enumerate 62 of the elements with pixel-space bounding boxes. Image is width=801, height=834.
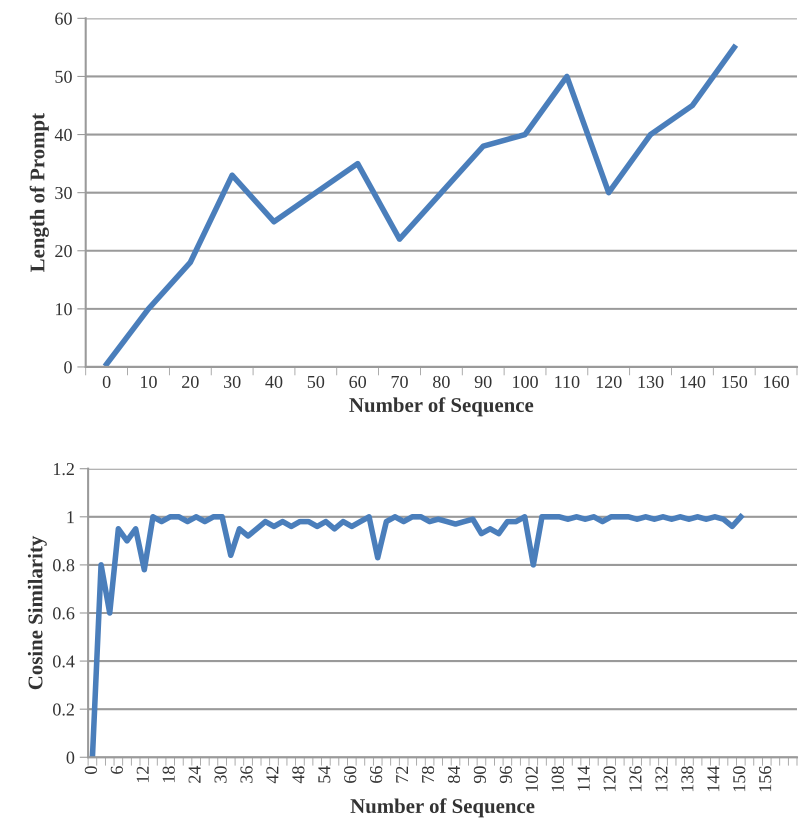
x-tick-label: 114 bbox=[578, 766, 590, 790]
y-tick-label: 0 bbox=[66, 752, 74, 764]
x-tick-label: 130 bbox=[638, 376, 664, 388]
y-axis-title: Length of Prompt bbox=[30, 113, 49, 272]
x-tick-label: 60 bbox=[349, 376, 366, 388]
y-tick-label: 1.2 bbox=[54, 463, 74, 476]
y-tick-label: 0.8 bbox=[53, 559, 74, 572]
y-tick-label: 40 bbox=[54, 128, 72, 141]
x-axis-title: Number of Sequence bbox=[349, 397, 534, 416]
x-tick-label: 144 bbox=[707, 766, 720, 792]
x-tick-label: 80 bbox=[433, 376, 450, 388]
x-tick-label: 132 bbox=[655, 766, 668, 792]
x-tick-label: 40 bbox=[265, 376, 282, 388]
y-tick-label: 20 bbox=[55, 245, 72, 258]
x-tick-label: 24 bbox=[188, 766, 201, 783]
y-tick-label: 0.2 bbox=[53, 703, 74, 716]
x-tick-label: 20 bbox=[182, 376, 199, 388]
x-tick-label: 60 bbox=[344, 766, 356, 783]
x-tick-label: 48 bbox=[292, 766, 304, 784]
y-tick-label: 1 bbox=[67, 511, 74, 524]
x-tick-label: 50 bbox=[308, 376, 324, 388]
y-tick-label: 0.6 bbox=[53, 607, 74, 620]
x-tick-label: 36 bbox=[240, 766, 253, 783]
x-tick-label: 54 bbox=[318, 766, 330, 783]
x-tick-label: 42 bbox=[266, 766, 278, 784]
x-tick-label: 90 bbox=[474, 766, 486, 784]
x-tick-label: 110 bbox=[555, 376, 580, 388]
x-tick-label: 90 bbox=[474, 376, 492, 388]
x-tick-label: 102 bbox=[526, 766, 538, 792]
x-tick-label: 120 bbox=[603, 766, 616, 792]
x-tick-label: 126 bbox=[629, 766, 642, 792]
x-tick-label: 6 bbox=[110, 766, 123, 774]
x-tick-label: 30 bbox=[224, 376, 240, 388]
x-tick-label: 0 bbox=[84, 766, 97, 774]
x-tick-label: 70 bbox=[392, 376, 408, 388]
x-tick-label: 140 bbox=[680, 376, 706, 388]
x-tick-label: 66 bbox=[370, 766, 382, 783]
x-tick-label: 138 bbox=[681, 766, 694, 792]
x-tick-label: 10 bbox=[141, 376, 157, 388]
y-axis-title: Cosine Similarity bbox=[28, 536, 47, 690]
x-tick-label: 0 bbox=[102, 376, 110, 388]
x-tick-label: 96 bbox=[500, 766, 512, 784]
y-tick-label: 60 bbox=[55, 12, 72, 25]
y-tick-label: 0.4 bbox=[53, 655, 75, 668]
y-tick-label: 0 bbox=[64, 361, 72, 374]
x-tick-label: 120 bbox=[596, 376, 622, 388]
x-tick-label: 108 bbox=[552, 766, 564, 792]
x-tick-label: 160 bbox=[764, 376, 789, 388]
x-tick-label: 12 bbox=[136, 766, 149, 782]
x-axis-title: Number of Sequence bbox=[350, 798, 534, 818]
x-tick-label: 18 bbox=[162, 766, 175, 782]
y-tick-label: 30 bbox=[55, 186, 72, 200]
x-tick-label: 72 bbox=[396, 766, 408, 782]
x-tick-label: 84 bbox=[448, 766, 460, 783]
y-tick-label: 50 bbox=[56, 70, 72, 83]
x-tick-label: 150 bbox=[733, 766, 746, 792]
x-tick-label: 78 bbox=[422, 766, 434, 782]
y-tick-label: 10 bbox=[56, 303, 72, 316]
x-tick-label: 150 bbox=[722, 376, 748, 388]
x-tick-label: 100 bbox=[513, 376, 538, 388]
x-tick-label: 156 bbox=[759, 766, 772, 792]
x-tick-label: 30 bbox=[214, 766, 227, 783]
